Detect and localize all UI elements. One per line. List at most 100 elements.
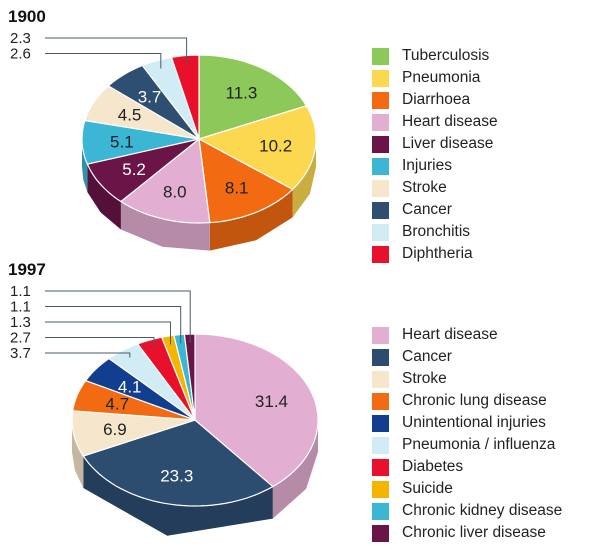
legend-swatch (372, 157, 389, 175)
legend-item: Cancer (372, 346, 562, 368)
legend-label: Tuberculosis (402, 47, 490, 64)
legend-label: Stroke (402, 179, 447, 196)
slice-tuberculosis (198, 54, 308, 140)
legend-item: Cancer (372, 199, 498, 221)
legend-item: Stroke (372, 368, 562, 390)
slice-bronchitis (141, 56, 200, 140)
slice-injuries (81, 119, 200, 165)
slice-chronic-lung-disease (71, 379, 196, 421)
legend-swatch (372, 47, 389, 65)
legend-item: Heart disease (372, 324, 562, 346)
legend-label: Injuries (402, 157, 452, 174)
callout-label: 1.1 (10, 283, 31, 300)
legend-item: Diabetes (372, 456, 562, 478)
leader-line (45, 37, 188, 64)
legend-label: Diarrhoea (402, 91, 471, 108)
slice-diarrhoea (198, 137, 294, 224)
legend-swatch (372, 179, 389, 197)
leader-line (45, 306, 182, 344)
data-label: 5.1 (110, 132, 134, 151)
callout-label: 1.3 (10, 314, 31, 331)
legend-swatch (372, 348, 389, 366)
legend-item: Pneumonia / influenza (372, 434, 562, 456)
slice-unintentional-injuries (84, 357, 196, 421)
callout-label: 2.7 (10, 330, 31, 347)
legend-swatch (372, 414, 389, 432)
legend-item: Pneumonia (372, 67, 498, 89)
data-label: 10.2 (259, 137, 292, 156)
legend-item: Chronic lung disease (372, 390, 562, 412)
legend-swatch (372, 436, 389, 454)
slice-pneumonia (197, 105, 317, 191)
legend-label: Suicide (402, 480, 453, 497)
legend-item: Suicide (372, 478, 562, 500)
legend-1900: Tuberculosis Pneumonia Diarrhoea Heart dise… (372, 45, 498, 265)
legend-swatch (372, 480, 389, 498)
legend-swatch (372, 113, 389, 131)
legend-swatch (372, 370, 389, 388)
legend-swatch (372, 201, 389, 219)
legend-item: Stroke (372, 177, 498, 199)
slice-side-liver-disease (87, 164, 121, 230)
slice-side-pneumonia (292, 139, 316, 218)
legend-swatch (372, 326, 389, 344)
slice-diphtheria (170, 54, 200, 140)
slice-diabetes (136, 336, 196, 421)
slice-side-heart-disease (272, 420, 318, 519)
data-label: 8.1 (225, 178, 249, 197)
leader-line (45, 337, 155, 349)
data-label: 5.2 (122, 160, 146, 179)
legend-1997: Heart disease Cancer Stroke Chronic lung di… (372, 324, 562, 544)
legend-label: Cancer (402, 201, 452, 218)
legend-swatch (372, 91, 389, 109)
data-label: 4.5 (118, 106, 142, 125)
data-label: 4.1 (118, 377, 142, 396)
legend-label: Liver disease (402, 135, 494, 152)
slice-pneumonia-influenza (107, 343, 196, 421)
slice-liver-disease (86, 138, 200, 203)
legend-item: Diphtheria (372, 243, 498, 265)
legend-item: Injuries (372, 155, 498, 177)
data-label: 8.0 (163, 183, 187, 202)
legend-swatch (372, 135, 389, 153)
slice-stroke (84, 85, 200, 140)
callout-label: 2.3 (10, 30, 31, 47)
legend-label: Diabetes (402, 458, 464, 475)
data-label: 6.9 (103, 420, 127, 439)
legend-swatch (372, 502, 389, 520)
legend-label: Heart disease (402, 113, 498, 130)
callout-label: 2.6 (10, 46, 31, 63)
legend-label: Pneumonia / influenza (402, 436, 556, 453)
legend-swatch (372, 69, 389, 87)
slice-cancer (82, 419, 274, 507)
legend-swatch (372, 458, 389, 476)
pie-1900: 1900 11.3 10.2 8.1 8.0 5.2 5.1 4.53.7 2.32.6 (8, 7, 317, 251)
legend-item: Chronic kidney disease (372, 500, 562, 522)
legend-label: Stroke (402, 370, 447, 387)
leader-line (45, 290, 191, 343)
legend-item: Bronchitis (372, 221, 498, 243)
legend-swatch (372, 245, 389, 263)
legend-item: Liver disease (372, 133, 498, 155)
legend-item: Heart disease (372, 111, 498, 133)
legend-label: Pneumonia (402, 69, 481, 86)
data-label: 4.7 (105, 395, 129, 414)
legend-swatch (372, 223, 389, 241)
leader-line (45, 352, 131, 358)
legend-item: Diarrhoea (372, 89, 498, 111)
slice-side-cancer (83, 456, 273, 536)
callout-label: 1.1 (10, 299, 31, 316)
data-label: 23.3 (160, 466, 193, 485)
chart-title: 1997 (8, 260, 46, 279)
legend-label: Chronic lung disease (402, 392, 547, 409)
chart-title: 1900 (8, 7, 46, 26)
slice-side-heart-disease (120, 201, 210, 251)
callout-label: 3.7 (10, 345, 31, 362)
legend-label: Bronchitis (402, 223, 471, 240)
leader-line (45, 321, 171, 345)
legend-swatch (372, 524, 389, 542)
leader-line (45, 53, 162, 69)
legend-swatch (372, 392, 389, 410)
